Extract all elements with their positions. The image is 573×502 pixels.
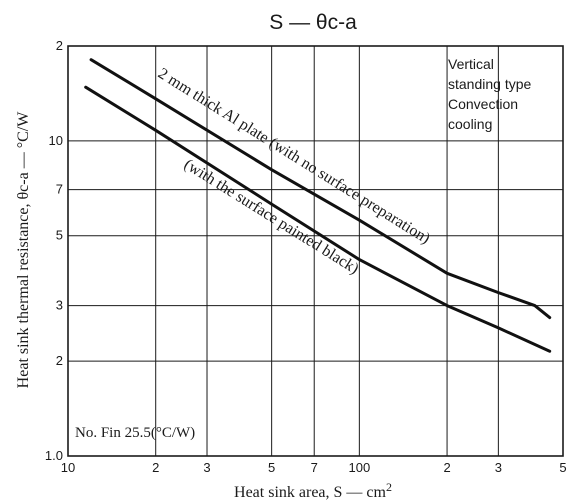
plot-frame [67, 45, 564, 457]
x-tick-label: 2 [443, 460, 450, 475]
fin-note: No. Fin 25.5(°C/W) [75, 425, 195, 441]
series-line-no-surface-prep [89, 58, 552, 320]
x-tick-label: 10 [61, 460, 75, 475]
x-tick-label: 3 [203, 460, 210, 475]
note-line-4: cooling [448, 116, 492, 132]
x-axis-label-text: Heat sink area, S — cm [234, 484, 387, 501]
x-tick-label: 3 [495, 460, 502, 475]
curves [84, 58, 552, 353]
x-tick-label: 5 [268, 460, 275, 475]
y-tick-label: 5 [56, 228, 63, 243]
x-tick-label: 100 [349, 460, 371, 475]
convection-note: Vertical standing type Convection coolin… [448, 56, 531, 132]
chart-title: S — θc-a [269, 11, 357, 34]
y-tick-label: 2 [56, 38, 63, 53]
note-line-1: Vertical [448, 56, 494, 72]
x-axis-label-superscript: 2 [386, 480, 392, 494]
y-tick-label: 3 [56, 298, 63, 313]
x-axis-label: Heat sink area, S — cm2 [234, 480, 392, 501]
note-line-3: Convection [448, 96, 518, 112]
x-tick-label: 7 [311, 460, 318, 475]
y-tick-label: 1.0 [45, 448, 63, 463]
series-line-painted-black [84, 85, 552, 353]
y-tick-label: 10 [49, 133, 63, 148]
tick-labels: 10 2 3 5 7 100 2 3 5 1.0 2 3 5 7 10 2 [45, 38, 567, 475]
x-tick-label: 2 [152, 460, 159, 475]
x-tick-label: 5 [559, 460, 566, 475]
y-tick-label: 7 [56, 182, 63, 197]
note-line-2: standing type [448, 76, 531, 92]
y-tick-label: 2 [56, 353, 63, 368]
y-axis-label: Heat sink thermal resistance, θc-a — °C/… [15, 111, 32, 389]
